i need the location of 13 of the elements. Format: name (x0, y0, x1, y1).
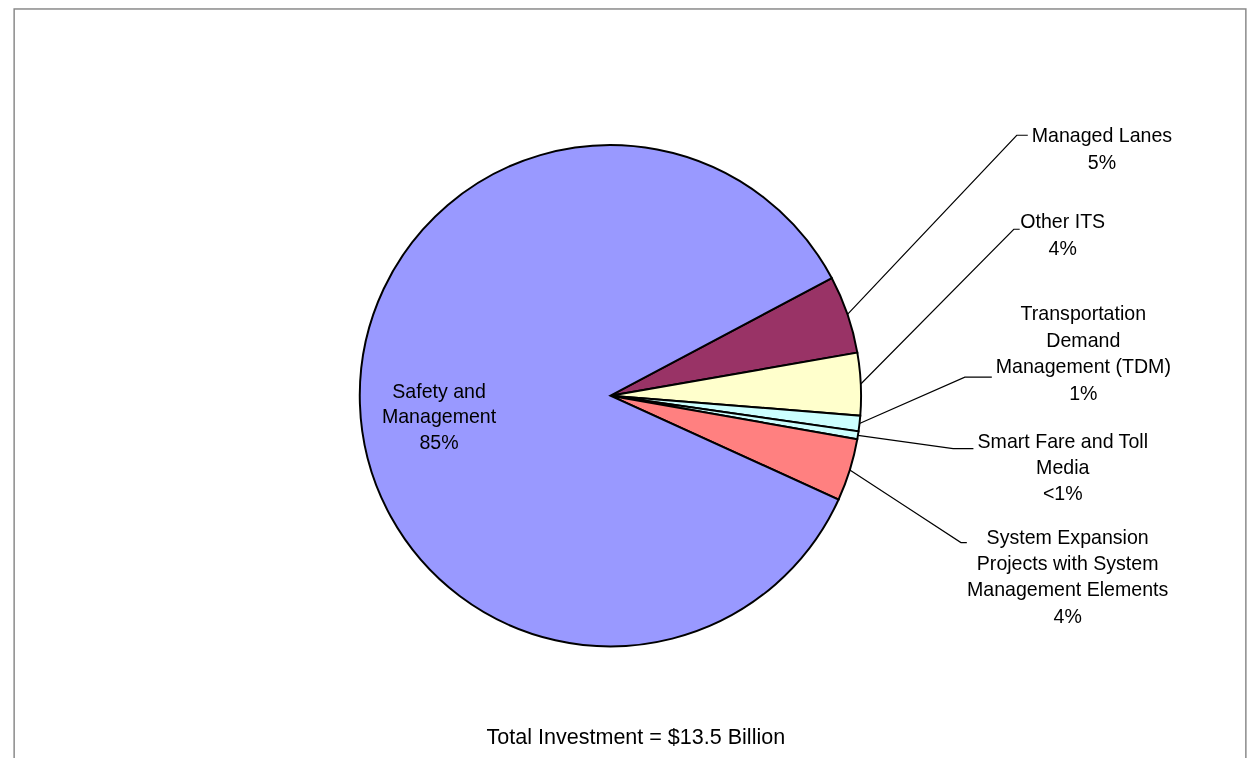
slice-label: System Expansion Projects with System Management Elements (967, 525, 1169, 601)
data-label: 4% (1053, 604, 1082, 627)
slice-label: Smart Fare and Toll Media (977, 429, 1149, 479)
data-label: 4% (1048, 236, 1077, 259)
text: Total Investment = $13.5 Billion (486, 725, 786, 750)
data-label: 5% (1087, 150, 1117, 173)
slice-label: Safety and Management (381, 379, 497, 428)
slice-label: Managed Lanes (1031, 124, 1173, 147)
data-label: 1% (1069, 381, 1098, 404)
data-label: 85% (419, 430, 459, 453)
slice-label: Other ITS (1020, 210, 1106, 233)
slice-label: Transportation Demand Management (TDM) (995, 302, 1171, 378)
data-label: <1% (1042, 482, 1083, 505)
